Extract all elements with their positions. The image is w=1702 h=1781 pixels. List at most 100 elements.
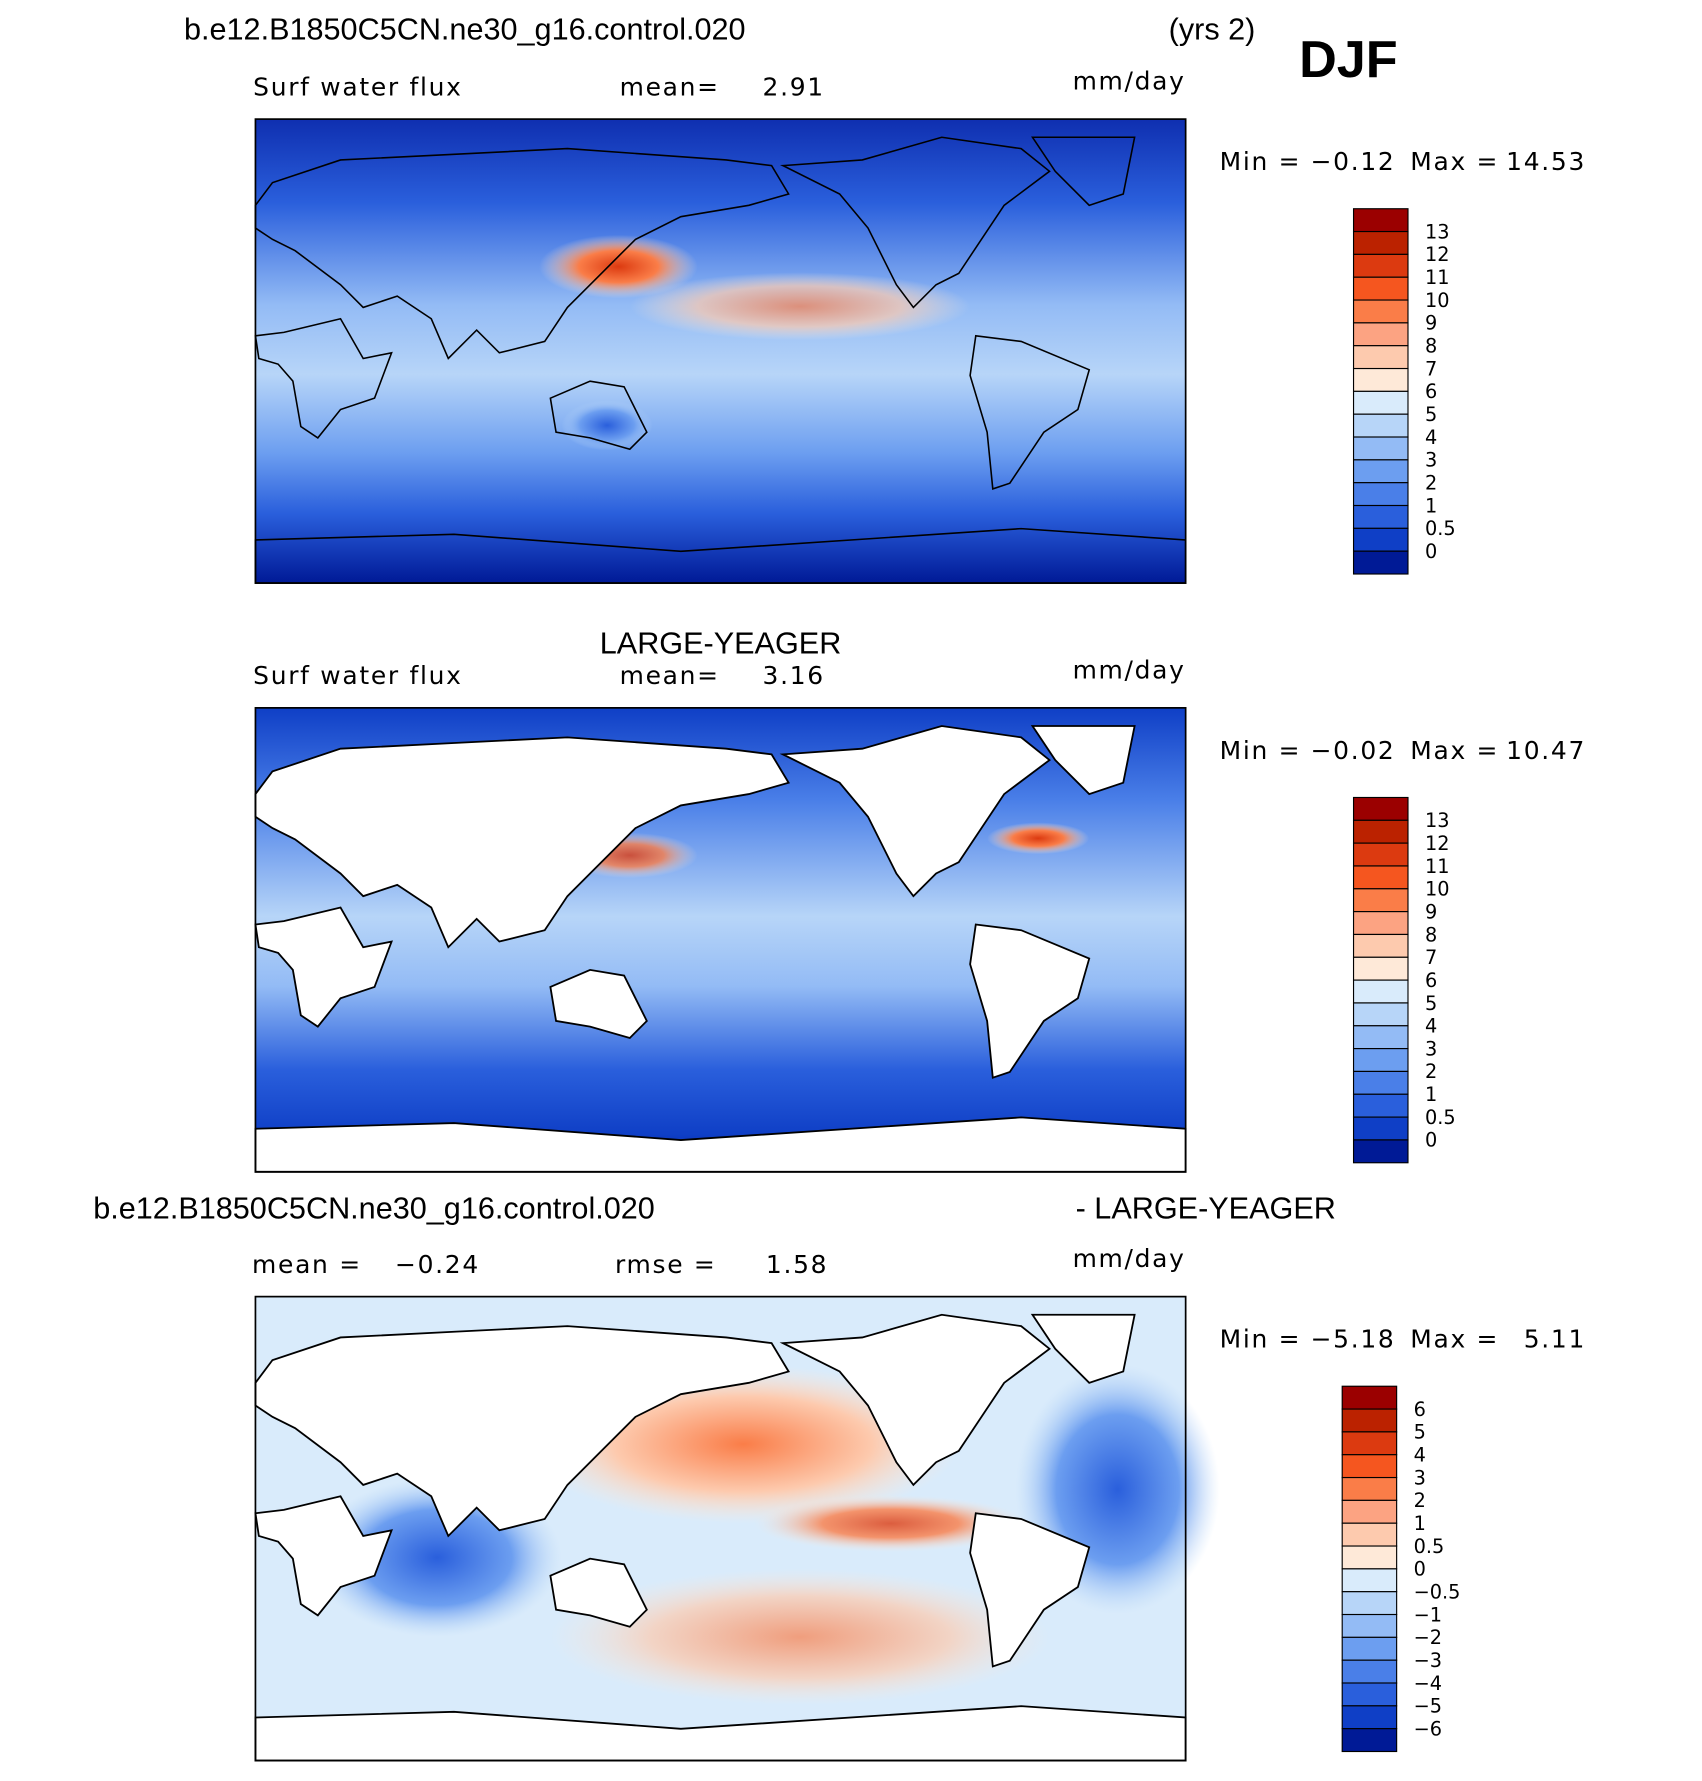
colorbar-label: 1	[1425, 494, 1437, 517]
colorbar-box	[1352, 527, 1409, 552]
colorbar-box	[1341, 1636, 1398, 1661]
colorbar-label: 2	[1425, 471, 1437, 494]
colorbar-box	[1352, 888, 1409, 913]
map-panel	[254, 707, 1187, 1173]
colorbar-box	[1341, 1728, 1398, 1753]
colorbar-box	[1352, 1002, 1409, 1027]
colorbar-box	[1352, 230, 1409, 255]
colorbar-label: 5	[1414, 1421, 1426, 1444]
colorbar-box	[1341, 1659, 1398, 1684]
colorbar-label: 4	[1414, 1444, 1426, 1467]
colorbar-label: 3	[1414, 1466, 1426, 1489]
colorbar-label: 9	[1425, 900, 1437, 923]
colorbar-box	[1352, 1025, 1409, 1050]
colorbar-label: 6	[1425, 380, 1437, 403]
colorbar-label: 0.5	[1425, 517, 1456, 540]
stat-value: 2.91	[763, 72, 825, 101]
colorbar-box	[1352, 1116, 1409, 1141]
map-field	[255, 119, 1186, 584]
colorbar-box	[1341, 1545, 1398, 1570]
units: mm/day	[1073, 67, 1186, 96]
colorbar-box	[1352, 413, 1409, 438]
field-feature	[561, 400, 653, 451]
colorbar-box	[1352, 322, 1409, 347]
field-feature	[987, 822, 1090, 855]
min-label: Min =	[1220, 147, 1302, 176]
stat-label: rmse =	[615, 1250, 716, 1279]
min-value: −0.02	[1311, 736, 1396, 765]
max-label: Max =	[1410, 736, 1499, 765]
panel-title: LARGE-YEAGER	[600, 626, 842, 660]
colorbar-box	[1352, 436, 1409, 461]
map-frame	[254, 1295, 1187, 1762]
colorbar-box	[1352, 550, 1409, 575]
max-label: Max =	[1410, 1325, 1499, 1354]
colorbar-label: 10	[1425, 289, 1450, 312]
stat-label: mean =	[252, 1250, 362, 1279]
colorbar-label: 3	[1425, 1037, 1437, 1060]
max-value: 5.11	[1524, 1325, 1586, 1354]
field-feature	[550, 1568, 1050, 1705]
colorbar-box	[1352, 842, 1409, 867]
colorbar-box	[1341, 1499, 1398, 1524]
stat-value: 1.58	[766, 1250, 828, 1279]
colorbar-label: 3	[1425, 449, 1437, 472]
season: DJF	[1299, 31, 1398, 89]
colorbar-box	[1352, 865, 1409, 890]
min-value: −5.18	[1311, 1325, 1396, 1354]
stat-label: mean=	[620, 661, 720, 690]
colorbar-label: 0	[1425, 540, 1437, 563]
colorbar-box	[1352, 956, 1409, 981]
variable-name: Surf water flux	[253, 661, 462, 690]
colorbar-label: 4	[1425, 426, 1437, 449]
map-frame	[254, 118, 1187, 584]
colorbar-box	[1352, 819, 1409, 844]
colorbar-label: 4	[1425, 1015, 1437, 1038]
colorbar-label: 2	[1425, 1060, 1437, 1083]
colorbar-box	[1341, 1385, 1398, 1410]
panel-title: b.e12.B1850C5CN.ne30_g16.control.020	[93, 1191, 655, 1225]
colorbar-box	[1341, 1408, 1398, 1433]
colorbar-label: 11	[1425, 855, 1450, 878]
colorbar-label: 13	[1425, 220, 1450, 243]
colorbar-label: 2	[1414, 1489, 1426, 1512]
colorbar-box	[1352, 911, 1409, 936]
colorbar-box	[1352, 253, 1409, 278]
variable-name: Surf water flux	[253, 72, 462, 101]
colorbar-box	[1341, 1454, 1398, 1479]
field-feature	[754, 1495, 1027, 1552]
units: mm/day	[1073, 1244, 1186, 1273]
colorbar-label: 9	[1425, 312, 1437, 335]
map-frame	[254, 707, 1187, 1173]
colorbar-box	[1341, 1682, 1398, 1707]
colorbar-label: −6	[1414, 1717, 1442, 1740]
colorbar-box	[1352, 933, 1409, 958]
colorbar-box	[1341, 1591, 1398, 1616]
colorbar-label: 1	[1414, 1512, 1426, 1535]
colorbar-box	[1352, 208, 1409, 233]
colorbar-box	[1352, 276, 1409, 301]
colorbar-box	[1352, 504, 1409, 529]
colorbar-label: 5	[1425, 992, 1437, 1015]
min-label: Min =	[1220, 1325, 1302, 1354]
stat-value: 3.16	[763, 661, 825, 690]
colorbar-box	[1352, 482, 1409, 507]
colorbar-label: 6	[1414, 1398, 1426, 1421]
colorbar-label: 6	[1425, 969, 1437, 992]
units: mm/day	[1073, 655, 1186, 684]
field-feature	[539, 234, 698, 299]
colorbar-label: 7	[1425, 357, 1437, 380]
case-title: b.e12.B1850C5CN.ne30_g16.control.020	[184, 13, 746, 47]
panel-title: - LARGE-YEAGER	[1076, 1191, 1336, 1225]
colorbar-label: 10	[1425, 878, 1450, 901]
colorbar-box	[1352, 390, 1409, 415]
colorbar-box	[1352, 979, 1409, 1004]
max-value: 14.53	[1506, 147, 1586, 176]
colorbar-label: 1	[1425, 1083, 1437, 1106]
colorbar-label: −3	[1414, 1649, 1442, 1672]
colorbar-box	[1341, 1476, 1398, 1501]
field-feature	[629, 272, 971, 341]
colorbar-label: 8	[1425, 335, 1437, 358]
colorbar-label: 5	[1425, 403, 1437, 426]
